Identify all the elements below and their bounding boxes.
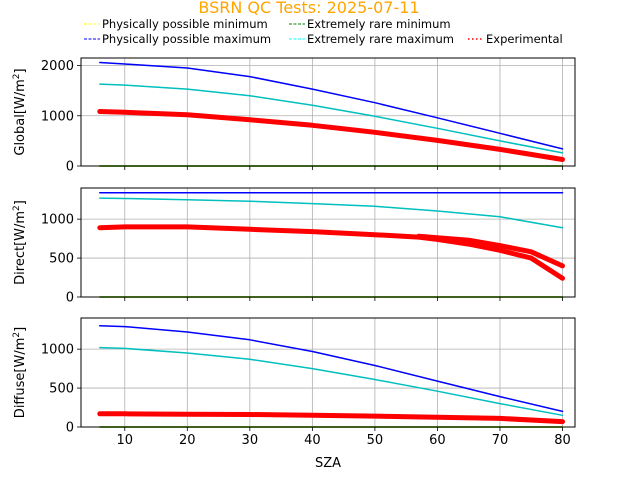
legend-label: Physically possible maximum [102,32,271,46]
x-tick-label: 50 [367,433,384,448]
x-tick-label: 80 [554,433,571,448]
panel-frame [80,57,576,167]
x-tick-label: 30 [242,433,259,448]
legend-label: Physically possible minimum [102,17,268,31]
series-extremely-rare-maximum [99,83,564,154]
series-experimental [416,233,565,269]
series-experimental [97,411,565,425]
y-axis-label: Global[W/m2] [12,68,28,155]
series-extremely-rare-maximum [99,346,564,417]
chart-title: BSRN QC Tests: 2025-07-11 [198,0,419,17]
series-extremely-rare-maximum [99,197,564,229]
series-physically-possible-maximum [99,61,564,150]
y-tick-label: 500 [49,252,74,267]
series-physically-possible-maximum [99,325,564,413]
panel-1: 0 1000 2000 Global[W/m2] [12,57,576,175]
y-tick-label: 1000 [41,109,74,124]
y-axis-label: Diffuse[W/m2] [12,327,28,418]
legend-label: Extremely rare maximum [307,32,454,46]
x-axis-label: SZA [315,456,341,471]
legend-label: Experimental [486,32,563,46]
y-tick-label: 2000 [41,59,74,74]
y-tick-label: 0 [66,291,74,306]
legend-label: Extremely rare minimum [307,17,451,31]
panels: 010002000Global[W/m2]05001000Direct[W/m2… [12,57,576,448]
x-tick-label: 40 [304,433,321,448]
series-experimental [97,109,565,162]
y-tick-label: 1000 [41,343,74,358]
series-experimental [97,224,565,281]
legend: Physically possible minimum Extremely rar… [84,17,563,46]
panel-3: 10 20 30 40 50 60 70 80 0 500 1000 Diffuse[W/m2] [12,317,576,448]
panel-2: 0 500 1000 Direct[W/m2] [12,187,576,306]
y-tick-label: 1000 [41,213,74,228]
y-tick-label: 0 [66,421,74,436]
y-axis-label: Direct[W/m2] [12,200,28,285]
x-tick-label: 70 [492,433,509,448]
x-tick-label: 60 [429,433,446,448]
y-tick-label: 0 [66,160,74,175]
panel-frame [80,187,576,298]
y-tick-label: 500 [49,382,74,397]
x-tick-label: 10 [116,433,133,448]
panel-frame [80,317,576,428]
x-tick-label: 20 [179,433,196,448]
